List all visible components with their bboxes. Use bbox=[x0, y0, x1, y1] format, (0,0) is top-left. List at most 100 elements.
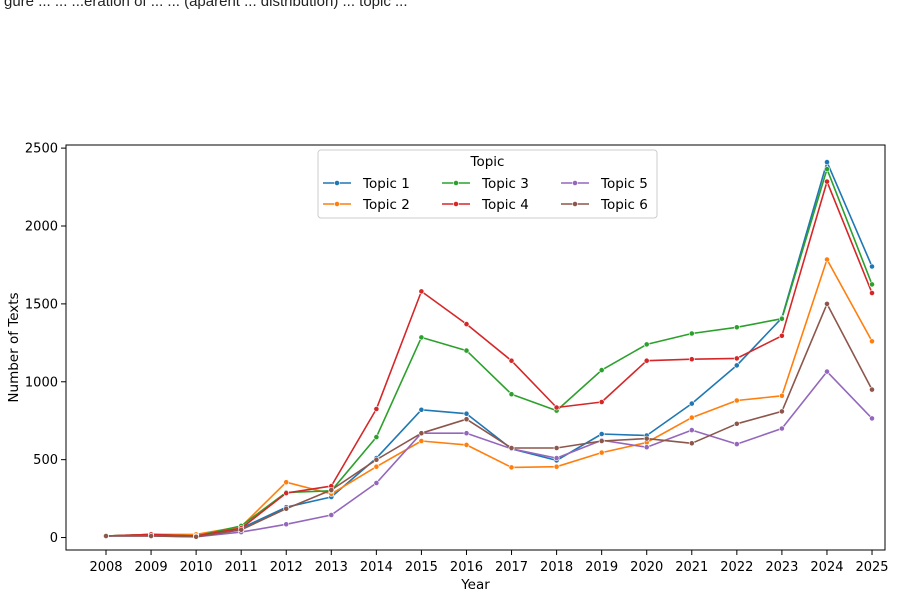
legend-box bbox=[317, 149, 658, 219]
topic-5-point bbox=[463, 430, 470, 437]
topic-4-point bbox=[733, 355, 740, 362]
figure-caption: gure ... ... ...eration of ... ... (apar… bbox=[4, 0, 408, 10]
plot-frame bbox=[65, 144, 886, 551]
topic-5-point bbox=[643, 444, 650, 451]
topic-6-point bbox=[193, 533, 199, 540]
topic-5-point bbox=[283, 521, 290, 528]
x-tick-label: 2022 bbox=[720, 560, 753, 575]
topic-3-point bbox=[688, 330, 695, 337]
topic-6-point bbox=[103, 533, 109, 539]
topic-5-point bbox=[824, 368, 830, 375]
topic-3-point bbox=[373, 434, 380, 440]
topic-2-point bbox=[733, 397, 740, 404]
topic-5-point bbox=[328, 512, 335, 518]
y-tick-label: 1000 bbox=[25, 375, 58, 390]
topic-5-point bbox=[553, 455, 560, 461]
topic-3-point bbox=[463, 347, 470, 354]
topic-6-point bbox=[238, 526, 245, 533]
topic-1-point bbox=[869, 263, 875, 270]
series-markers bbox=[103, 159, 875, 540]
y-tick-label: 1500 bbox=[25, 297, 58, 312]
topic-6-point bbox=[283, 505, 290, 512]
x-tick-label: 2011 bbox=[225, 560, 258, 575]
topic-2-point bbox=[553, 463, 560, 470]
topic-3-point bbox=[643, 341, 650, 348]
x-tick-label: 2008 bbox=[89, 560, 122, 575]
topic-6-point bbox=[553, 445, 560, 451]
topic-3-legend-label: Topic 3 bbox=[481, 176, 529, 192]
topic-5-point bbox=[733, 441, 740, 447]
topic-3-line bbox=[105, 168, 873, 537]
topic-3-point bbox=[869, 281, 875, 288]
y-tick-label: 2500 bbox=[25, 142, 58, 157]
x-tick-label: 2013 bbox=[315, 560, 348, 575]
x-tick-label: 2023 bbox=[765, 560, 798, 575]
topic-6-point bbox=[733, 420, 740, 427]
y-tick-label: 500 bbox=[33, 453, 58, 468]
topic-6-point bbox=[643, 435, 650, 442]
topic-2-legend-label: Topic 2 bbox=[362, 197, 410, 213]
x-tick-label: 2024 bbox=[810, 560, 843, 575]
topic-4-point bbox=[643, 357, 650, 364]
topic-2-point bbox=[688, 414, 695, 421]
topic-6-point bbox=[598, 438, 605, 444]
topic-4-point bbox=[598, 399, 605, 405]
topic-2-point bbox=[508, 464, 515, 471]
x-tick-label: 2014 bbox=[360, 560, 393, 575]
topic-2-point bbox=[283, 479, 290, 486]
topic-6-point bbox=[869, 386, 875, 393]
topic-1-point bbox=[598, 431, 605, 437]
topic-1-point bbox=[824, 159, 830, 165]
topic-3-point bbox=[508, 391, 515, 398]
y-tick-label: 0 bbox=[50, 531, 58, 546]
topic-6-point bbox=[148, 533, 154, 539]
x-tick-label: 2016 bbox=[450, 560, 483, 575]
x-tick-label: 2010 bbox=[180, 560, 213, 575]
legend: Topic Topic 1 Topic 2 Topic 3 Topic 4 Topic … bbox=[317, 149, 658, 219]
topic-3-legend-marker bbox=[453, 180, 459, 186]
topic-5-point bbox=[688, 427, 695, 433]
topic-6-point bbox=[824, 300, 830, 307]
topic-6-point bbox=[463, 416, 470, 423]
topic-4-point bbox=[418, 288, 425, 295]
topic-5-point bbox=[869, 415, 875, 422]
x-tick-label: 2020 bbox=[630, 560, 663, 575]
x-tick-label: 2009 bbox=[135, 560, 168, 575]
topic-2-line bbox=[105, 258, 873, 537]
x-tick-label: 2012 bbox=[270, 560, 303, 575]
y-axis-label: Number of Texts bbox=[6, 292, 22, 402]
topic-5-point bbox=[779, 425, 785, 432]
topic-4-line bbox=[105, 180, 873, 537]
topic-4-point bbox=[688, 356, 695, 363]
topic-2-point bbox=[869, 338, 875, 345]
topic-4-point bbox=[283, 490, 290, 496]
legend-title: Topic bbox=[470, 154, 505, 170]
x-tick-label: 2019 bbox=[585, 560, 618, 575]
y-tick-label: 2000 bbox=[25, 220, 58, 235]
topic-4-point bbox=[869, 290, 875, 296]
topic-6-point bbox=[418, 430, 425, 437]
topic-3-point bbox=[418, 334, 425, 341]
topic-5-point bbox=[373, 480, 380, 486]
topic-1-point bbox=[463, 410, 470, 417]
x-axis: 2008 2009 2010 2011 2012 2013 2014 2015 2016 2017… bbox=[89, 550, 889, 575]
x-axis-label: Year bbox=[460, 577, 490, 593]
topic-4-point bbox=[824, 178, 830, 185]
topic-6-point bbox=[328, 487, 335, 493]
topic-5-line bbox=[106, 370, 873, 538]
y-axis: 0 500 1000 1500 2000 2500 bbox=[25, 142, 66, 546]
topic-6-legend-label: Topic 6 bbox=[600, 197, 648, 213]
topic-1-legend-label: Topic 1 bbox=[362, 176, 410, 192]
topic-4-point bbox=[508, 357, 515, 364]
topic-2-point bbox=[598, 449, 605, 456]
topic-6-point bbox=[373, 456, 380, 463]
topic-6-point bbox=[688, 440, 695, 447]
series-lines bbox=[105, 161, 873, 538]
topic-1-point bbox=[418, 406, 425, 413]
topic-4-legend-label: Topic 4 bbox=[481, 197, 529, 213]
topic-6-point bbox=[508, 445, 515, 451]
topic-1-legend-marker bbox=[334, 180, 340, 186]
topic-3-point bbox=[598, 367, 605, 373]
topic-4-point bbox=[779, 332, 785, 339]
